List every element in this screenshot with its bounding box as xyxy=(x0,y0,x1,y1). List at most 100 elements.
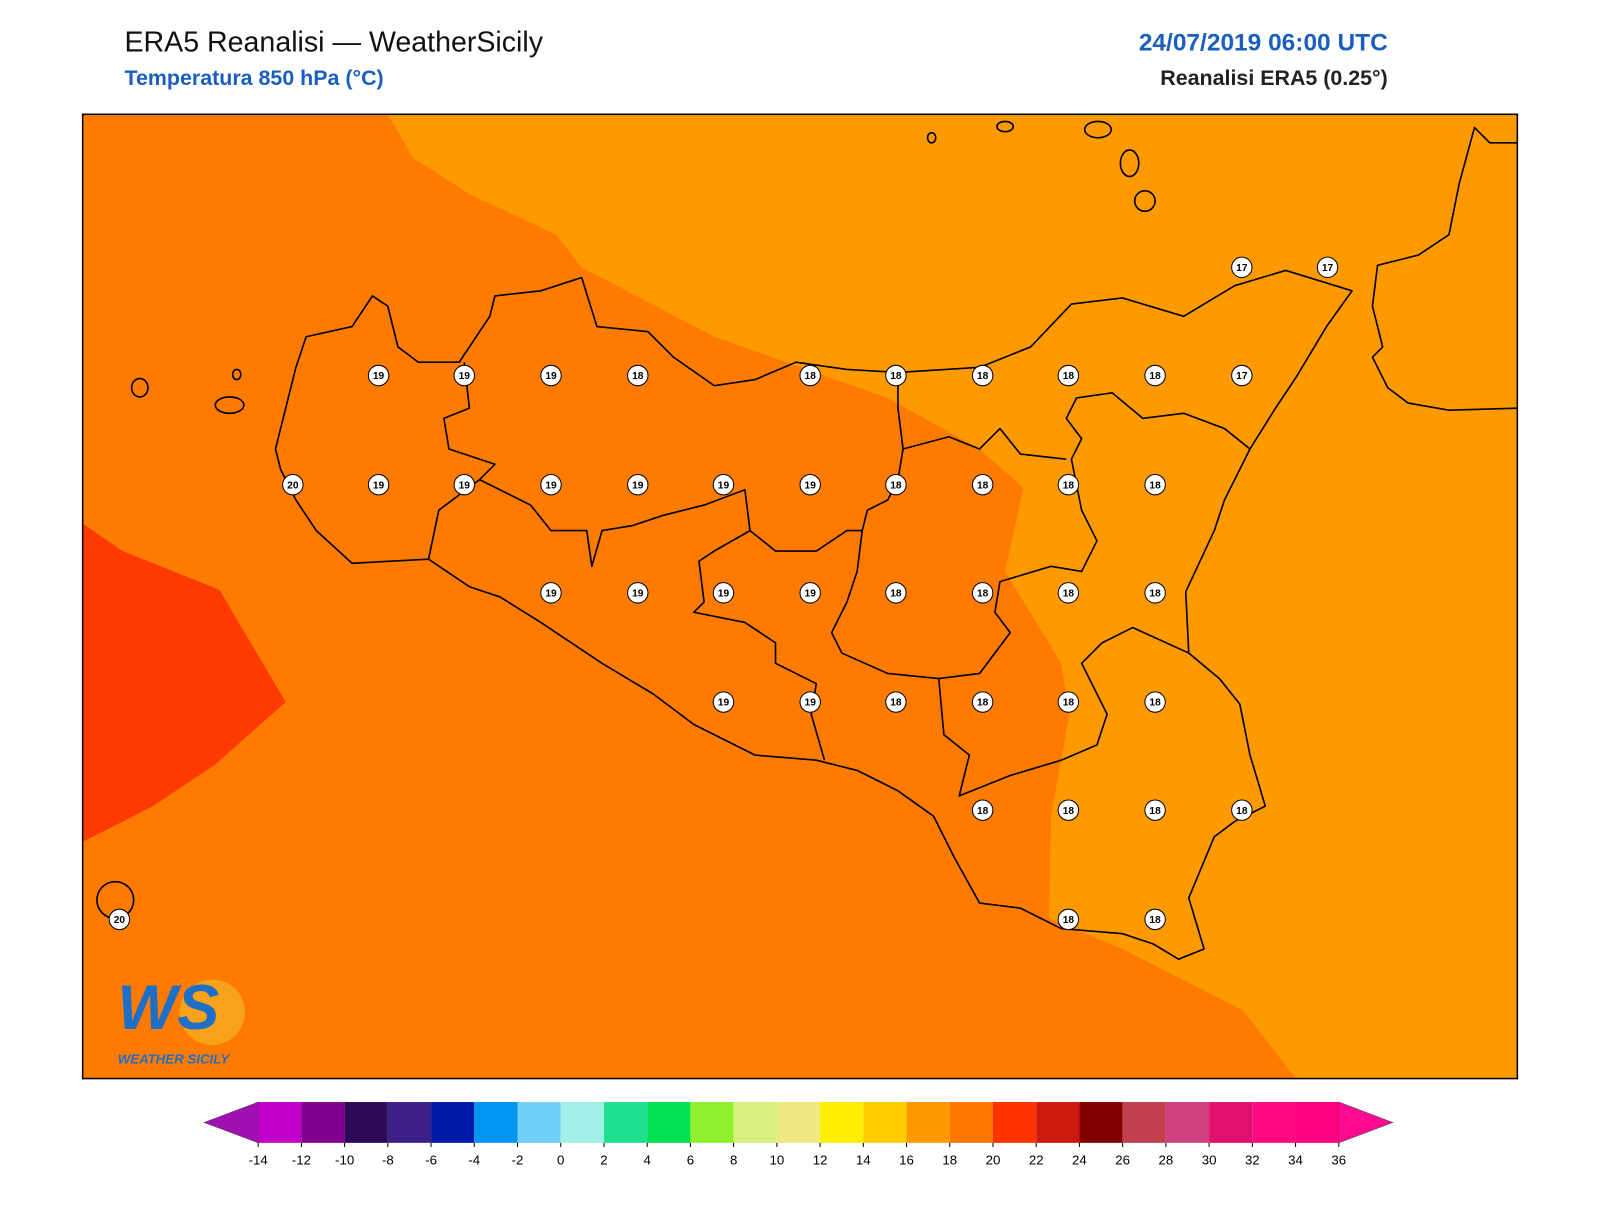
station-value: 18 xyxy=(1149,698,1161,709)
station: 19 xyxy=(712,582,735,604)
colorbar-bin xyxy=(301,1102,345,1143)
colorbar-bin xyxy=(647,1102,691,1143)
colorbar-bin xyxy=(949,1102,993,1143)
station-marker xyxy=(1144,364,1166,387)
station-value: 18 xyxy=(1149,589,1161,600)
station-marker xyxy=(712,691,735,713)
station-marker xyxy=(799,582,821,604)
station-marker xyxy=(971,364,994,387)
temp-zone-16-18 xyxy=(387,114,1518,1079)
station: 19 xyxy=(712,473,735,496)
colorbar-tick-label: -6 xyxy=(425,1153,437,1168)
station: 18 xyxy=(1144,799,1166,821)
colorbar-under xyxy=(203,1101,259,1144)
station-marker xyxy=(712,582,735,604)
station: 18 xyxy=(971,691,994,713)
logo-text: WEATHER SICILY xyxy=(118,1052,231,1067)
colorbar-bin xyxy=(603,1102,648,1143)
colorbar-bin xyxy=(1122,1102,1166,1143)
station-marker xyxy=(540,364,562,387)
station: 19 xyxy=(799,691,821,713)
station: 18 xyxy=(1144,582,1166,604)
station-marker xyxy=(1144,908,1166,931)
colorbar-tick-label: -12 xyxy=(292,1153,311,1168)
station: 18 xyxy=(1231,799,1253,821)
colorbar-bin xyxy=(344,1102,388,1143)
colorbar-bin xyxy=(431,1102,475,1143)
station: 18 xyxy=(1144,691,1166,713)
station-value: 19 xyxy=(718,589,730,600)
station-marker xyxy=(1231,256,1253,279)
station-value: 20 xyxy=(287,480,299,491)
station-marker xyxy=(1144,473,1166,496)
station-marker xyxy=(1231,364,1253,387)
map-frame xyxy=(81,113,1519,1080)
datetime: 24/07/2019 06:00 UTC xyxy=(1139,29,1388,56)
station: 18 xyxy=(1057,473,1080,496)
station: 18 xyxy=(971,364,994,387)
station-marker xyxy=(282,473,304,496)
station-value: 18 xyxy=(890,480,902,491)
station-marker xyxy=(627,364,649,387)
colorbar-tick-label: 2 xyxy=(600,1153,607,1168)
station-value: 17 xyxy=(1236,371,1248,382)
station: 19 xyxy=(799,473,821,496)
station-marker xyxy=(885,473,907,496)
temp-zone-20-22 xyxy=(82,523,286,842)
station-value: 19 xyxy=(373,371,385,382)
station-marker xyxy=(1057,582,1080,604)
station: 19 xyxy=(453,364,475,387)
colorbar-tick-label: 4 xyxy=(643,1153,650,1168)
station-marker xyxy=(971,582,994,604)
station: 18 xyxy=(971,473,994,496)
station-value: 19 xyxy=(805,480,817,491)
calabria-coast xyxy=(1371,126,1518,412)
colorbar-bin xyxy=(820,1102,864,1143)
station: 19 xyxy=(453,473,475,496)
station-marker xyxy=(712,473,735,496)
province-borders xyxy=(427,362,1251,797)
station-value: 18 xyxy=(890,698,902,709)
colorbar-tick-label: 0 xyxy=(557,1153,564,1168)
colorbar-bin xyxy=(1209,1102,1253,1143)
station-marker xyxy=(627,473,649,496)
station: 17 xyxy=(1316,256,1339,279)
station-marker xyxy=(1144,582,1166,604)
colorbar-tick-label: 24 xyxy=(1072,1153,1087,1168)
station-marker xyxy=(1316,256,1339,279)
station: 18 xyxy=(1144,364,1166,387)
station-value: 19 xyxy=(459,480,471,491)
station-labels: 17 17 19 19 19 18 18 18 18 18 18 17 20 19 19 19 19 19 19 18… xyxy=(108,256,1339,931)
station-marker xyxy=(799,364,821,387)
station-marker xyxy=(453,473,475,496)
station: 17 xyxy=(1231,364,1253,387)
station-marker xyxy=(367,473,390,496)
station: 19 xyxy=(540,582,562,604)
station-value: 18 xyxy=(977,589,989,600)
station-value: 19 xyxy=(632,589,644,600)
station-value: 18 xyxy=(890,371,902,382)
colorbar-bin xyxy=(1165,1102,1210,1143)
station-value: 17 xyxy=(1236,263,1248,274)
colorbar-tick-label: 34 xyxy=(1288,1153,1303,1168)
colorbar-tick-label: 30 xyxy=(1202,1153,1217,1168)
colorbar-bin xyxy=(733,1102,777,1143)
colorbar-over xyxy=(1338,1101,1394,1144)
logo-mark: WS xyxy=(117,973,219,1043)
colorbar-bin xyxy=(517,1102,561,1143)
colorbar-bin xyxy=(906,1102,950,1143)
station-value: 19 xyxy=(718,480,730,491)
colorbar-bin xyxy=(690,1102,734,1143)
station-marker xyxy=(1057,364,1080,387)
station-marker xyxy=(799,691,821,713)
station: 18 xyxy=(1057,691,1080,713)
station: 20 xyxy=(282,473,304,496)
colorbar-bin xyxy=(992,1102,1037,1143)
station: 18 xyxy=(627,364,649,387)
subtitle: Temperatura 850 hPa (°C) xyxy=(124,66,383,90)
station-marker xyxy=(108,908,131,931)
colorbar-tick-label: 28 xyxy=(1159,1153,1174,1168)
station-marker xyxy=(1144,799,1166,821)
colorbar-tick-label: 26 xyxy=(1115,1153,1130,1168)
